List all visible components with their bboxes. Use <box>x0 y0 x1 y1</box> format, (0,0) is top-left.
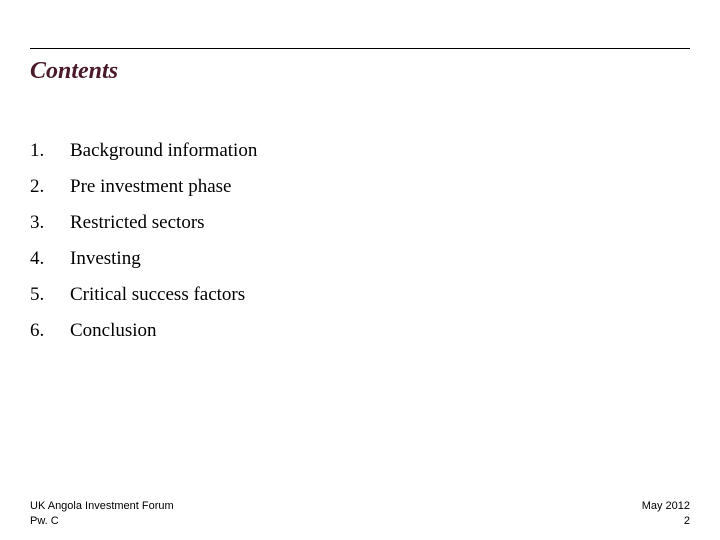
list-item: 1. Background information <box>30 140 690 162</box>
footer: UK Angola Investment Forum Pw. C May 201… <box>30 499 690 528</box>
item-number: 5. <box>30 284 70 306</box>
item-label: Investing <box>70 248 690 270</box>
item-label: Conclusion <box>70 320 690 342</box>
item-number: 2. <box>30 176 70 198</box>
footer-org: Pw. C <box>30 514 174 528</box>
page-title: Contents <box>30 58 118 85</box>
top-rule <box>30 48 690 49</box>
item-label: Critical success factors <box>70 284 690 306</box>
footer-date: May 2012 <box>642 499 690 513</box>
list-item: 3. Restricted sectors <box>30 212 690 234</box>
item-label: Restricted sectors <box>70 212 690 234</box>
contents-list: 1. Background information 2. Pre investm… <box>30 140 690 356</box>
list-item: 2. Pre investment phase <box>30 176 690 198</box>
item-label: Background information <box>70 140 690 162</box>
footer-event: UK Angola Investment Forum <box>30 499 174 513</box>
footer-left: UK Angola Investment Forum Pw. C <box>30 499 174 528</box>
item-number: 4. <box>30 248 70 270</box>
list-item: 5. Critical success factors <box>30 284 690 306</box>
list-item: 4. Investing <box>30 248 690 270</box>
item-label: Pre investment phase <box>70 176 690 198</box>
item-number: 3. <box>30 212 70 234</box>
footer-page: 2 <box>642 514 690 528</box>
list-item: 6. Conclusion <box>30 320 690 342</box>
slide: Contents 1. Background information 2. Pr… <box>0 0 720 540</box>
footer-right: May 2012 2 <box>642 499 690 528</box>
item-number: 6. <box>30 320 70 342</box>
item-number: 1. <box>30 140 70 162</box>
